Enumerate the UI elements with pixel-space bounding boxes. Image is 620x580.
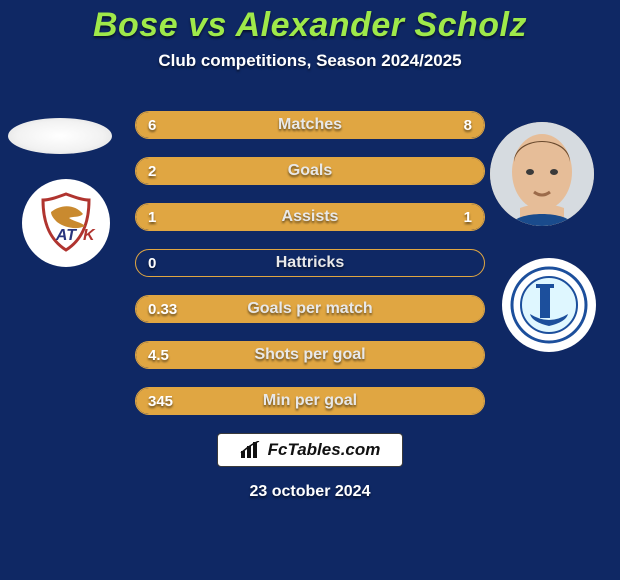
stat-label: Goals per match <box>136 296 484 322</box>
stat-label: Goals <box>136 158 484 184</box>
stat-row: 68Matches <box>135 111 485 139</box>
bars-icon <box>240 441 262 459</box>
player-left-club-logo: AT K <box>22 179 110 267</box>
stat-row: 4.5Shots per goal <box>135 341 485 369</box>
svg-text:AT: AT <box>55 227 77 244</box>
player-right-club-logo <box>502 258 596 352</box>
stats-table: 68Matches 2Goals 11Assists 0Hattricks 0.33Go… <box>135 111 485 415</box>
page-title: Bose vs Alexander Scholz <box>93 6 527 45</box>
page-subtitle: Club competitions, Season 2024/2025 <box>158 51 461 71</box>
eagle-shield-icon: AT K <box>31 188 101 258</box>
stat-row: 11Assists <box>135 203 485 231</box>
club-crest-icon <box>510 266 588 344</box>
card-container: Bose vs Alexander Scholz Club competitio… <box>0 0 620 580</box>
stat-row: 345Min per goal <box>135 387 485 415</box>
brand-badge: FcTables.com <box>217 433 404 467</box>
svg-text:K: K <box>83 227 96 244</box>
stat-label: Assists <box>136 204 484 230</box>
face-icon <box>490 122 594 226</box>
stat-row: 2Goals <box>135 157 485 185</box>
stat-row: 0Hattricks <box>135 249 485 277</box>
footer-date: 23 october 2024 <box>250 483 371 501</box>
stat-label: Min per goal <box>136 388 484 414</box>
stat-label: Hattricks <box>136 250 484 276</box>
stat-label: Matches <box>136 112 484 138</box>
stat-row: 0.33Goals per match <box>135 295 485 323</box>
stat-label: Shots per goal <box>136 342 484 368</box>
brand-text: FcTables.com <box>268 440 381 460</box>
player-left-avatar <box>8 118 112 154</box>
player-right-avatar <box>490 122 594 226</box>
